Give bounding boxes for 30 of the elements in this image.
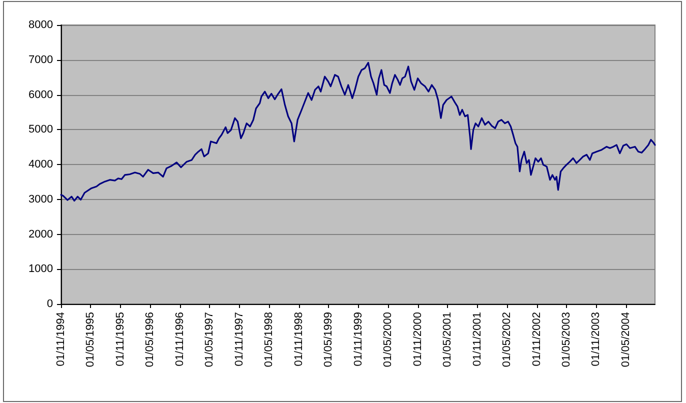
x-tick-label: 01/11/2000 — [412, 312, 424, 366]
x-tick-label: 01/11/1995 — [114, 312, 126, 366]
x-tick-label: 01/05/1998 — [262, 312, 275, 368]
y-tick-label: 6000 — [28, 88, 53, 101]
y-tick-label: 5000 — [28, 124, 53, 136]
x-tick-label: 01/05/2000 — [382, 312, 394, 368]
x-tick-label: 01/05/1997 — [204, 312, 216, 368]
x-tick-label: 01/11/1998 — [292, 312, 305, 366]
x-tick-label: 01/05/1995 — [84, 312, 96, 368]
x-tick-label: 01/11/2001 — [471, 312, 484, 366]
x-tick-label: 01/11/1999 — [352, 312, 364, 366]
x-tick-label: 01/11/1994 — [55, 312, 67, 366]
y-tick-label: 3000 — [28, 193, 53, 206]
x-tick-label: 01/05/1996 — [144, 312, 156, 368]
y-tick-label: 8000 — [28, 19, 53, 31]
y-tick-label: 7000 — [28, 54, 53, 66]
y-tick-label: 2000 — [28, 228, 53, 240]
x-tick-label: 01/11/1997 — [233, 312, 246, 366]
line-series — [60, 62, 656, 202]
x-tick-label: 01/05/2003 — [560, 312, 572, 368]
y-tick-label: 0 — [46, 298, 53, 310]
y-tick-label: 4000 — [28, 158, 53, 170]
x-tick-label: 01/11/1996 — [174, 312, 186, 366]
x-tick-label: 01/05/2001 — [441, 312, 454, 368]
y-tick-label: 1000 — [28, 263, 53, 276]
x-tick-label: 01/05/2002 — [500, 312, 513, 368]
x-tick-label: 01/05/1999 — [322, 312, 334, 368]
x-tick-label: 01/05/2004 — [620, 312, 632, 368]
x-tick-label: 01/11/2003 — [590, 312, 602, 366]
x-tick-label: 01/11/2002 — [530, 312, 543, 366]
